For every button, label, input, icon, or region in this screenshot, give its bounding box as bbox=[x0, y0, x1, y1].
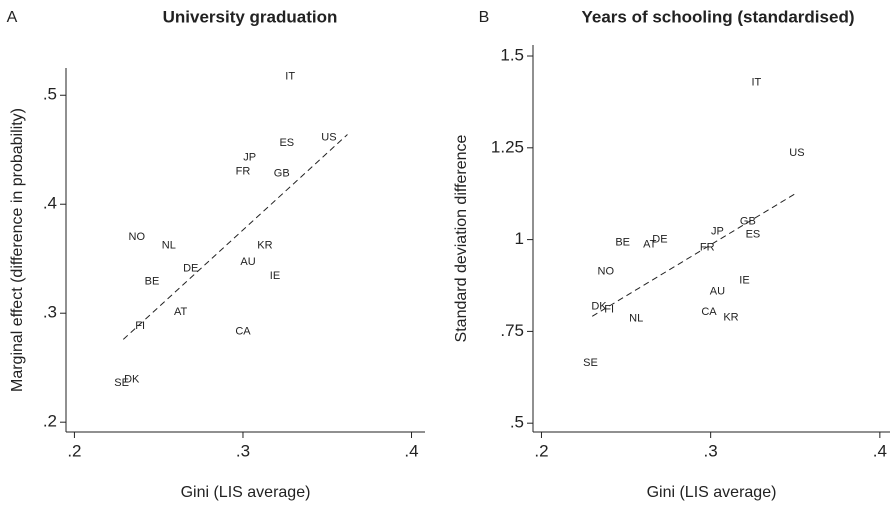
point-label: FI bbox=[604, 303, 614, 315]
point-label: AT bbox=[643, 239, 657, 251]
point-label: DK bbox=[124, 374, 140, 386]
y-tick-label: 1.25 bbox=[491, 137, 524, 156]
x-tick-label: .2 bbox=[67, 441, 81, 460]
panel-label: A bbox=[7, 9, 18, 26]
point-label: DE bbox=[652, 234, 667, 246]
point-label: GB bbox=[740, 216, 756, 228]
y-axis-label: Marginal effect (difference in probabili… bbox=[9, 108, 26, 392]
point-label: AU bbox=[710, 285, 725, 297]
y-tick-label: .3 bbox=[43, 303, 57, 322]
fit-line bbox=[591, 193, 796, 317]
point-label: ES bbox=[746, 228, 761, 240]
point-label: AU bbox=[240, 256, 255, 268]
chart-title: University graduation bbox=[163, 7, 338, 26]
point-label: IE bbox=[739, 274, 749, 286]
point-label: NL bbox=[162, 240, 176, 252]
point-label: IT bbox=[751, 77, 761, 89]
point-label: ES bbox=[279, 137, 294, 149]
y-axis-label: Standard deviation difference bbox=[453, 134, 470, 342]
y-tick-label: .75 bbox=[500, 321, 524, 340]
point-label: KR bbox=[257, 240, 272, 252]
point-label: NL bbox=[629, 312, 643, 324]
point-label: FR bbox=[236, 165, 251, 177]
x-tick-label: .4 bbox=[404, 441, 418, 460]
y-tick-label: .2 bbox=[43, 412, 57, 431]
point-label: JP bbox=[243, 151, 256, 163]
x-axis-label: Gini (LIS average) bbox=[181, 484, 311, 501]
y-tick-label: 1 bbox=[515, 229, 524, 248]
point-label: FR bbox=[700, 242, 715, 254]
y-tick-label: .5 bbox=[510, 413, 524, 432]
point-label: JP bbox=[711, 225, 724, 237]
x-axis-label: Gini (LIS average) bbox=[647, 484, 777, 501]
panel-label: B bbox=[479, 9, 490, 26]
point-label: IT bbox=[285, 71, 295, 83]
point-label: GB bbox=[274, 168, 290, 180]
point-label: US bbox=[321, 132, 336, 144]
point-label: AT bbox=[174, 306, 188, 318]
chart-title: Years of schooling (standardised) bbox=[581, 7, 854, 26]
point-label: NO bbox=[129, 231, 146, 243]
point-label: KR bbox=[723, 311, 738, 323]
point-label: SE bbox=[114, 377, 129, 389]
fit-line bbox=[122, 134, 348, 340]
y-tick-label: .5 bbox=[43, 85, 57, 104]
point-label: NO bbox=[598, 265, 615, 277]
x-tick-label: .4 bbox=[873, 441, 887, 460]
x-tick-label: .3 bbox=[236, 441, 250, 460]
point-label: BE bbox=[615, 236, 630, 248]
x-tick-label: .2 bbox=[534, 441, 548, 460]
point-label: DE bbox=[183, 262, 198, 274]
x-tick-label: .3 bbox=[704, 441, 718, 460]
point-label: BE bbox=[145, 276, 160, 288]
point-label: CA bbox=[235, 326, 251, 338]
point-label: US bbox=[789, 147, 804, 159]
point-label: DK bbox=[591, 300, 607, 312]
y-tick-label: 1.5 bbox=[500, 45, 524, 64]
point-label: FI bbox=[135, 320, 145, 332]
y-tick-label: .4 bbox=[43, 194, 57, 213]
point-label: CA bbox=[701, 306, 717, 318]
point-label: IE bbox=[270, 270, 280, 282]
point-label: SE bbox=[583, 357, 598, 369]
